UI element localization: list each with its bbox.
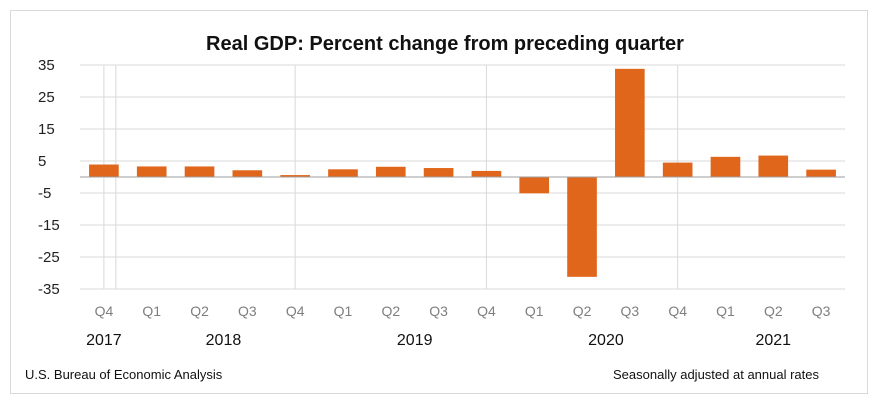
bar — [471, 170, 502, 177]
bar — [375, 166, 406, 177]
bar — [136, 166, 167, 177]
bar — [423, 168, 454, 177]
x-tick-label: Q4 — [668, 303, 687, 319]
x-tick-label: Q3 — [238, 303, 257, 319]
bar — [710, 156, 741, 177]
bar — [615, 68, 645, 177]
year-label: 2018 — [206, 332, 242, 349]
chart-frame: Real GDP: Percent change from preceding … — [10, 10, 868, 394]
year-label: 2020 — [588, 332, 624, 349]
y-tick-label: 5 — [38, 153, 46, 170]
x-tick-label: Q2 — [381, 303, 400, 319]
adjustment-note: Seasonally adjusted at annual rates — [613, 367, 819, 382]
x-tick-label: Q3 — [429, 303, 448, 319]
bars — [89, 68, 836, 277]
bar — [662, 162, 693, 177]
y-tick-label: -35 — [38, 281, 60, 298]
bar — [89, 164, 119, 177]
x-tick-label: Q1 — [142, 303, 161, 319]
bar — [232, 170, 263, 177]
bar — [567, 177, 597, 277]
y-tick-label: 35 — [38, 57, 55, 74]
x-tick-label: Q1 — [716, 303, 735, 319]
year-label: 2021 — [755, 332, 791, 349]
gdp-chart: Real GDP: Percent change from preceding … — [25, 33, 845, 382]
y-tick-label: -15 — [38, 217, 60, 234]
y-axis: 35 25 15 5 -5 -15 -25 -35 — [38, 57, 60, 298]
year-label: 2019 — [397, 332, 433, 349]
x-tick-label: Q2 — [764, 303, 783, 319]
x-tick-label: Q1 — [334, 303, 353, 319]
x-tick-label: Q3 — [621, 303, 640, 319]
x-tick-label: Q2 — [190, 303, 209, 319]
bar — [806, 169, 836, 177]
y-tick-label: -5 — [38, 185, 51, 202]
x-axis: Q4 Q1 Q2 Q3 Q4 Q1 Q2 Q3 Q4 Q1 Q2 Q3 Q4 Q1 Q2 Q3 2017 2018… — [80, 176, 845, 349]
y-tick-label: -25 — [38, 249, 60, 266]
y-tick-label: 25 — [38, 89, 55, 106]
x-tick-label: Q2 — [573, 303, 592, 319]
bar — [519, 177, 550, 194]
chart-title: Real GDP: Percent change from preceding … — [206, 33, 684, 55]
x-tick-label: Q4 — [286, 303, 305, 319]
x-tick-label: Q3 — [812, 303, 831, 319]
x-tick-label: Q4 — [95, 303, 114, 319]
year-label: 2017 — [86, 332, 122, 349]
bar — [758, 155, 789, 177]
y-tick-label: 15 — [38, 121, 55, 138]
x-tick-label: Q4 — [477, 303, 496, 319]
x-tick-label: Q1 — [525, 303, 544, 319]
source-note: U.S. Bureau of Economic Analysis — [25, 367, 223, 382]
bar — [184, 166, 215, 177]
bar — [328, 169, 358, 177]
bar — [280, 175, 310, 177]
